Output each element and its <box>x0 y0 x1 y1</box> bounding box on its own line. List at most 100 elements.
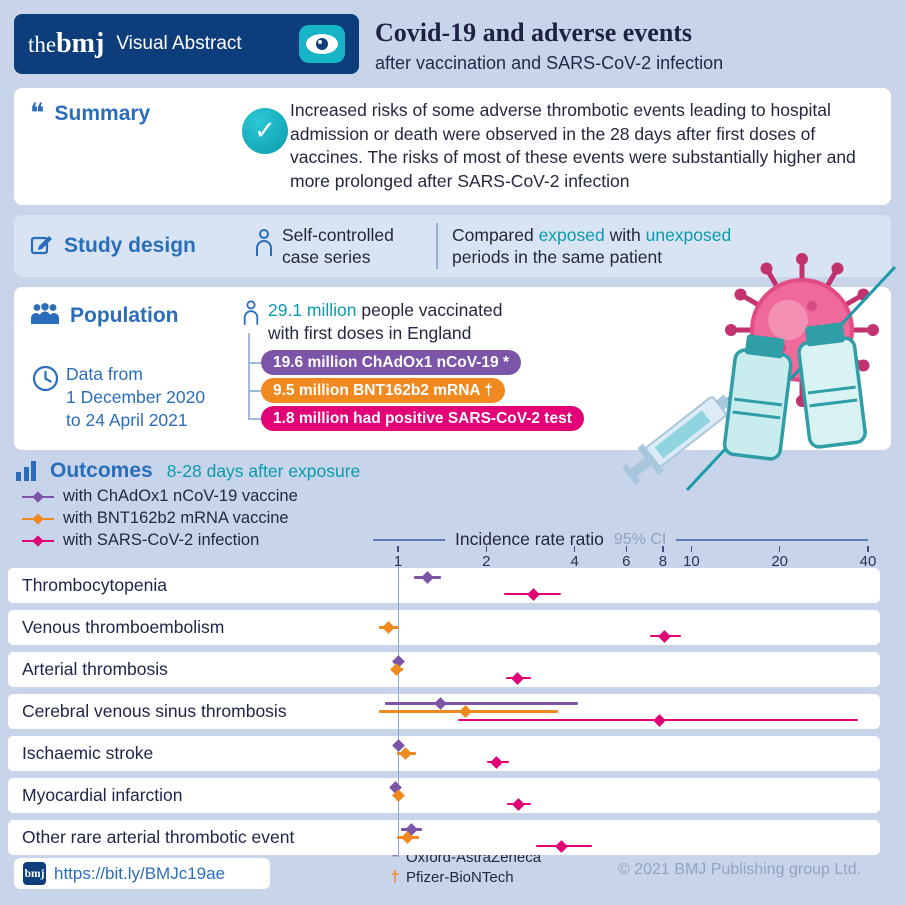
check-glyph: ✓ <box>254 116 276 146</box>
footnote-symbol: * <box>391 849 399 866</box>
axis-tick-label: 8 <box>658 553 668 570</box>
data-period: Data from 1 December 2020 to 24 April 20… <box>66 363 205 432</box>
vaccinated-count: 29.1 million <box>268 300 357 320</box>
vaccinated-statement: 29.1 million people vaccinated with firs… <box>268 299 502 345</box>
outcome-label: Other rare arterial thrombotic event <box>22 827 295 847</box>
axis-header: Incidence rate ratio 95% CI <box>373 529 868 550</box>
population-section-head: Population <box>30 303 179 329</box>
vaccinated-line2: with first doses in England <box>268 323 472 343</box>
legend-item: with SARS-CoV-2 infection <box>22 531 298 549</box>
population-pill: 9.5 million BNT162b2 mRNA † <box>261 378 505 403</box>
bmj-logo-bmj: bmj <box>56 28 105 59</box>
outcome-row: Venous thromboembolism <box>8 610 880 645</box>
population-pill: 19.6 million ChAdOx1 nCoV-19 * <box>261 350 522 375</box>
axis-tick <box>662 546 664 552</box>
data-period-line2: 1 December 2020 <box>66 387 206 407</box>
study-method-line1: Self-controlled <box>282 225 394 245</box>
exposed-label: exposed <box>538 225 605 245</box>
axis-tick <box>778 546 781 552</box>
study-design-heading: Study design <box>64 233 196 257</box>
legend-label: with SARS-CoV-2 infection <box>63 531 260 549</box>
diamond-icon <box>32 490 44 503</box>
axis-tick <box>573 546 576 552</box>
diamond-icon <box>32 534 44 547</box>
person-icon <box>242 300 260 331</box>
diamond-icon <box>32 512 44 525</box>
axis-tick <box>625 546 628 552</box>
outcome-label: Arterial thrombosis <box>22 659 168 679</box>
population-card: Population Data from 1 December 2020 to … <box>14 287 891 450</box>
population-pills: 19.6 million ChAdOx1 nCoV-19 * 9.5 millio… <box>261 350 584 431</box>
data-period-line1: Data from <box>66 364 143 384</box>
legend-marker-icon <box>22 534 54 547</box>
axis-tick <box>485 546 488 552</box>
eye-white <box>306 34 338 54</box>
outcome-label: Ischaemic stroke <box>22 743 154 763</box>
axis-tick <box>397 546 399 552</box>
outcome-row: Other rare arterial thrombotic event <box>8 820 880 855</box>
legend-label: with BNT162b2 mRNA vaccine <box>63 509 289 527</box>
axis-tick-label: 6 <box>622 553 631 570</box>
bar-chart-icon <box>16 461 40 481</box>
study-comparison-line1: Compared exposed with unexposed <box>452 225 732 245</box>
legend-item: with BNT162b2 mRNA vaccine <box>22 509 298 527</box>
axis-tick <box>867 546 869 552</box>
study-comparison-line2: periods in the same patient <box>452 247 663 267</box>
study-design-section-head: Study design <box>30 231 196 260</box>
axis-header-rule <box>373 538 445 541</box>
bmj-logo-the: the <box>28 32 57 57</box>
summary-text: Increased risks of some adverse thrombot… <box>290 100 856 191</box>
eye-icon <box>299 25 345 63</box>
quote-icon: ❝ <box>30 98 45 129</box>
study-method-line2: case series <box>282 247 371 267</box>
source-link[interactable]: https://bit.ly/BMJc19ae <box>54 863 226 883</box>
page-subtitle: after vaccination and SARS-CoV-2 infecti… <box>375 53 724 73</box>
bmj-mini-logo: bmj <box>23 862 46 885</box>
outcomes-section-head: Outcomes 8-28 days after exposure <box>16 459 360 483</box>
outcome-row: Arterial thrombosis <box>8 652 880 687</box>
footnote-symbol: † <box>390 869 400 886</box>
pencil-icon <box>30 231 54 260</box>
person-icon <box>254 229 274 262</box>
axis-title: Incidence rate ratio <box>455 529 604 549</box>
outcome-row: Ischaemic stroke <box>8 736 880 771</box>
legend-marker-icon <box>22 490 54 503</box>
outcome-label: Thrombocytopenia <box>22 575 167 595</box>
summary-heading: Summary <box>54 102 151 125</box>
axis-tick-label: 4 <box>570 553 579 570</box>
axis-tick-label: 40 <box>859 553 877 570</box>
axis-tick-label: 2 <box>482 553 491 570</box>
data-period-line3: to 24 April 2021 <box>66 410 188 430</box>
connector-line <box>248 333 250 420</box>
axis-tick-label: 1 <box>393 553 403 570</box>
chart-legend: with ChAdOx1 nCoV-19 vaccine with BNT162b… <box>22 487 298 549</box>
outcomes-heading: Outcomes <box>50 459 153 482</box>
page-title: Covid-19 and adverse events <box>375 18 693 47</box>
outcomes-subheading: 8-28 days after exposure <box>166 460 361 481</box>
eye-pupil <box>316 38 328 50</box>
axis-header-rule <box>676 538 868 541</box>
unexposed-label: unexposed <box>645 225 732 245</box>
source-link-pill[interactable]: bmj https://bit.ly/BMJc19ae <box>14 858 270 889</box>
vaccinated-line1: 29.1 million people vaccinated <box>268 300 503 320</box>
connector-line <box>248 390 261 392</box>
axis-tick-label: 10 <box>683 553 700 570</box>
outcome-label: Myocardial infarction <box>22 785 183 805</box>
outcome-label: Venous thromboembolism <box>22 617 225 637</box>
bmj-logo: thebmj <box>28 28 104 60</box>
ci-line-chadox <box>384 702 578 705</box>
bmj-header-card: thebmj Visual Abstract <box>14 14 359 74</box>
title-block: Covid-19 and adverse events after vaccin… <box>375 18 723 74</box>
legend-item: with ChAdOx1 nCoV-19 vaccine <box>22 487 298 505</box>
clock-icon <box>32 365 59 397</box>
summary-card: ❝ Summary ✓ Increased risks of some adve… <box>14 88 891 205</box>
connector-line <box>248 362 261 364</box>
axis-tick-label: 20 <box>771 553 789 570</box>
brand-label: Visual Abstract <box>116 33 242 54</box>
summary-section-head: ❝ Summary <box>30 98 151 129</box>
footnote: † Pfizer-BioNTech <box>390 869 541 887</box>
axis-tick <box>690 546 693 552</box>
people-icon <box>30 303 60 329</box>
outcome-row: Thrombocytopenia <box>8 568 880 603</box>
